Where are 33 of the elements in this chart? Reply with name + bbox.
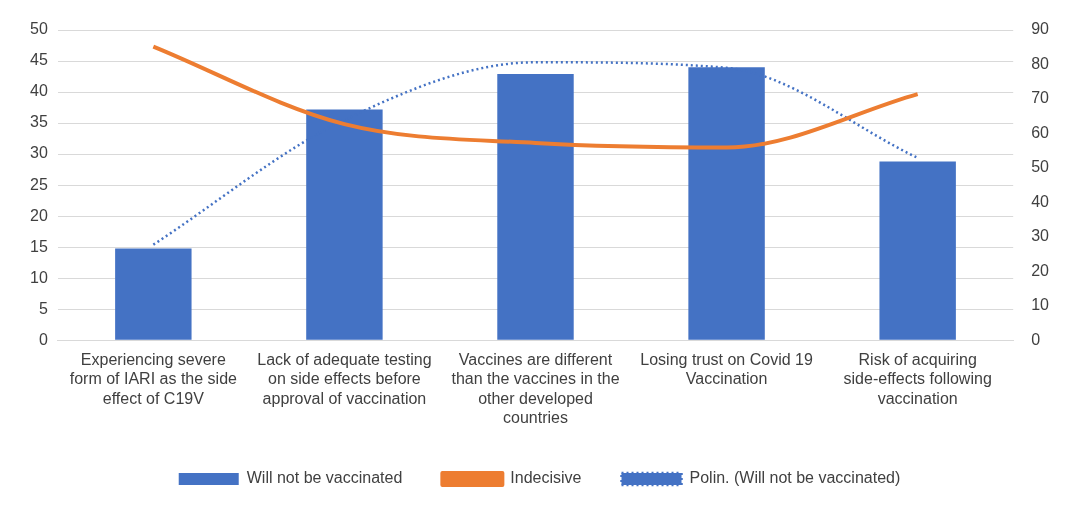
y-tick-label: 50 (30, 20, 48, 38)
y-tick-label: 30 (30, 144, 48, 162)
x-tick-label: Losing trust on Covid 19 Vaccination (640, 351, 813, 388)
legend-label: Will not be vaccinated (246, 469, 403, 487)
y-tick-label: 40 (30, 82, 48, 100)
y2-tick-label: 60 (1031, 123, 1050, 141)
x-tick-label: Experiencing severe form of IARI as the side effect of C19V (69, 351, 238, 407)
y-tick-label: 20 (30, 206, 48, 224)
y2-tick-label: 30 (1031, 227, 1050, 245)
line-series (151, 44, 920, 150)
y2-tick-label: 70 (1031, 89, 1050, 107)
y2-tick-label: 40 (1031, 192, 1050, 210)
y-tick-label: 0 (38, 330, 48, 348)
y-tick-label: 10 (30, 268, 48, 286)
legend-label: Indecisive (510, 469, 582, 487)
bar (497, 74, 574, 340)
y-tick-label: 5 (38, 299, 48, 317)
y2-tick-label: 50 (1031, 158, 1050, 176)
x-tick-label: Risk of acquiring side-effects following vaccination (843, 351, 992, 407)
y2-tick-label: 20 (1031, 261, 1050, 279)
y-tick-label: 15 (30, 237, 48, 255)
y2-tick-label: 80 (1031, 54, 1050, 72)
y-tick-label: 45 (30, 51, 48, 69)
y-tick-label: 35 (30, 113, 48, 131)
bar (879, 161, 956, 340)
x-tick-label: Lack of adequate testing on side effects before approval of vaccination (257, 351, 432, 407)
legend-label: Polin. (Will not be vaccinated) (689, 469, 901, 487)
y2-tick-label: 10 (1031, 296, 1050, 314)
y-tick-label: 25 (30, 175, 48, 193)
y2-tick-label: 0 (1031, 330, 1041, 348)
x-tick-label: Vaccines are different than the vaccines in the other developed countries (451, 351, 620, 426)
y2-tick-label: 90 (1031, 20, 1050, 38)
bar (115, 248, 192, 340)
